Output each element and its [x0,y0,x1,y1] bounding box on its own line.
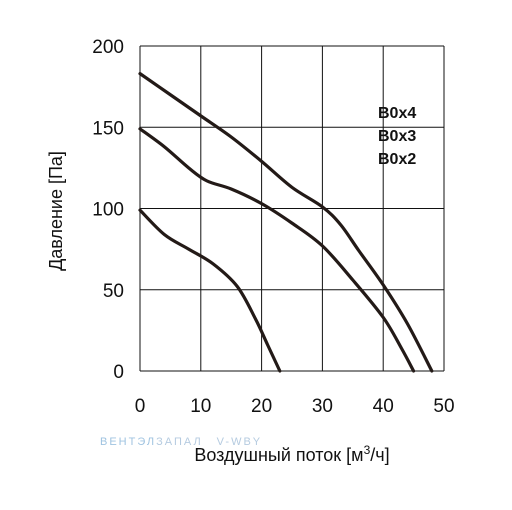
x-axis-title-sup: 3 [364,443,371,457]
x-tick-label: 10 [190,396,211,417]
watermark: ВЕНТЭЛЗАПАЛ V-WBY [100,436,262,448]
watermark-part1: ВЕНТЭЛ [100,436,157,448]
series-label: B0x3 [378,128,416,145]
series-label: B0x4 [378,105,416,122]
x-axis-title: Воздушный поток [м3/ч] [194,443,389,465]
grid [139,45,445,372]
watermark-part3: V-WBY [216,436,263,448]
y-tick-label: 0 [113,362,124,383]
series-line-b0x4 [138,72,434,373]
x-tick-label: 50 [433,396,454,417]
x-tick-label: 30 [312,396,333,417]
x-tick-label: 40 [373,396,394,417]
tick-labels: 0 10 20 30 40 50 0 50 100 150 200 [92,37,454,417]
x-axis-title-tail: /ч] [370,445,389,465]
y-tick-label: 200 [92,37,124,58]
series-layer [138,72,434,373]
x-axis-title-main: Воздушный поток [м [194,445,363,465]
series-labels: B0x4 B0x3 B0x2 [378,105,416,168]
x-tick-label: 0 [135,396,146,417]
y-axis-title: Давление [Па] [46,151,66,271]
y-tick-label: 50 [103,281,124,302]
series-label: B0x2 [378,151,416,168]
y-tick-label: 150 [92,118,124,139]
series-line-b0x2 [138,208,282,373]
watermark-part2: ЗАПАЛ [156,436,203,448]
y-tick-label: 100 [92,200,124,221]
series-line-b0x3 [138,127,416,373]
x-tick-label: 20 [251,396,272,417]
